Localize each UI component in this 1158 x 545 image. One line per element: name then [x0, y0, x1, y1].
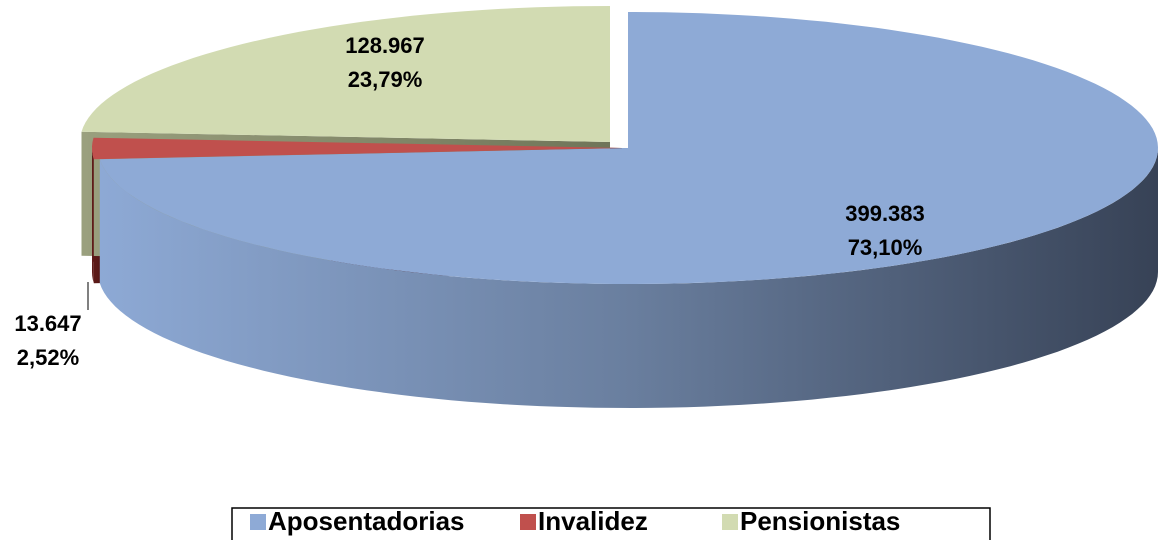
slice-wall: [92, 148, 94, 283]
legend-label: Invalidez: [538, 506, 648, 536]
legend-swatch: [722, 514, 738, 530]
percent-label: 2,52%: [17, 345, 79, 370]
value-label: 128.967: [345, 33, 425, 58]
percent-label: 73,10%: [848, 235, 923, 260]
legend: Aposentadorias Invalidez Pensionistas: [232, 506, 990, 540]
value-label: 399.383: [845, 201, 925, 226]
value-label: 13.647: [14, 311, 81, 336]
legend-label: Pensionistas: [740, 506, 900, 536]
legend-swatch: [250, 514, 266, 530]
legend-label: Aposentadorias: [268, 506, 465, 536]
legend-swatch: [520, 514, 536, 530]
percent-label: 23,79%: [348, 67, 423, 92]
pie-slice: [82, 6, 611, 142]
